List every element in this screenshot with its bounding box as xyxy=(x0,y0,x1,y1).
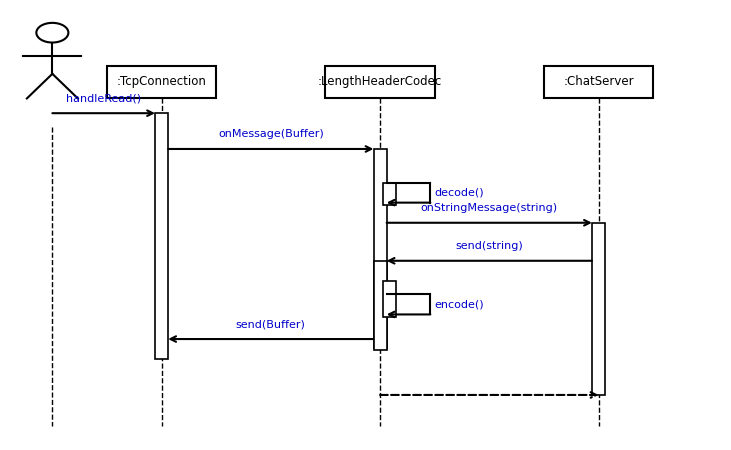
FancyBboxPatch shape xyxy=(374,261,387,350)
FancyBboxPatch shape xyxy=(374,149,387,348)
Text: decode(): decode() xyxy=(434,188,484,198)
FancyBboxPatch shape xyxy=(325,66,435,98)
Text: onMessage(Buffer): onMessage(Buffer) xyxy=(218,129,324,139)
FancyBboxPatch shape xyxy=(155,113,168,359)
FancyBboxPatch shape xyxy=(544,66,653,98)
Text: send(Buffer): send(Buffer) xyxy=(236,319,306,329)
Text: encode(): encode() xyxy=(434,299,484,310)
FancyBboxPatch shape xyxy=(107,66,216,98)
Text: :LengthHeaderCodec: :LengthHeaderCodec xyxy=(318,76,442,88)
Text: :TcpConnection: :TcpConnection xyxy=(117,76,207,88)
FancyBboxPatch shape xyxy=(383,183,395,205)
FancyBboxPatch shape xyxy=(592,223,605,395)
Text: send(string): send(string) xyxy=(455,241,523,251)
FancyBboxPatch shape xyxy=(383,281,395,317)
Text: :ChatServer: :ChatServer xyxy=(563,76,634,88)
Text: handleRead(): handleRead() xyxy=(66,93,141,104)
Text: onStringMessage(string): onStringMessage(string) xyxy=(421,203,558,213)
